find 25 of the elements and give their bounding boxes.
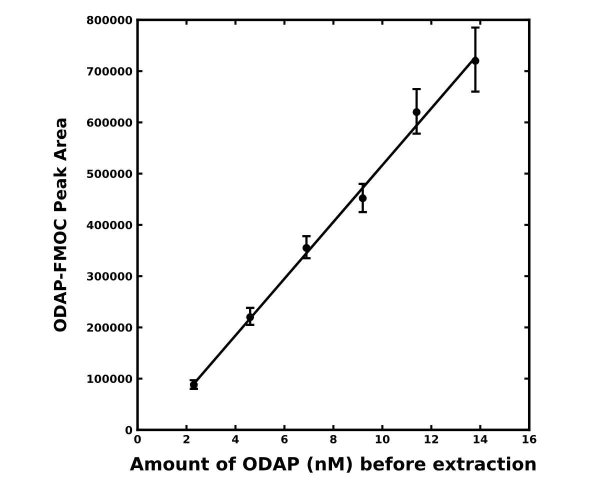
point [246, 313, 254, 322]
x-tick-label: 8 [330, 434, 337, 444]
x-tick-label: 6 [281, 434, 288, 444]
x-tick-label: 14 [474, 435, 488, 444]
y-tick-label: 100000 [88, 374, 132, 384]
y-tick-label: 700000 [87, 67, 132, 76]
x-tick-label: 10 [376, 434, 390, 444]
y-tick-label: 300000 [87, 272, 132, 281]
x-tick-label: 0 [134, 434, 141, 444]
y-tick-label: 200000 [87, 323, 132, 332]
y-axis-title: ODAP-FMOC Peak Area [53, 118, 66, 332]
y-tick-label: 600000 [86, 118, 132, 127]
point [302, 244, 310, 252]
point [471, 56, 480, 65]
y-tick-label: 500000 [87, 170, 132, 178]
y-tick-label: 0 [125, 426, 132, 434]
y-tick-label: 400000 [86, 220, 132, 230]
point [412, 108, 421, 116]
point [358, 194, 367, 202]
x-tick-label: 16 [522, 434, 536, 444]
y-tick-label: 800000 [86, 16, 132, 24]
x-tick-label: 12 [424, 434, 438, 444]
x-axis-title: Amount of ODAP (nM) before extraction [130, 456, 536, 473]
x-tick-label: 2 [184, 434, 190, 444]
x-tick-label: 4 [232, 435, 239, 444]
